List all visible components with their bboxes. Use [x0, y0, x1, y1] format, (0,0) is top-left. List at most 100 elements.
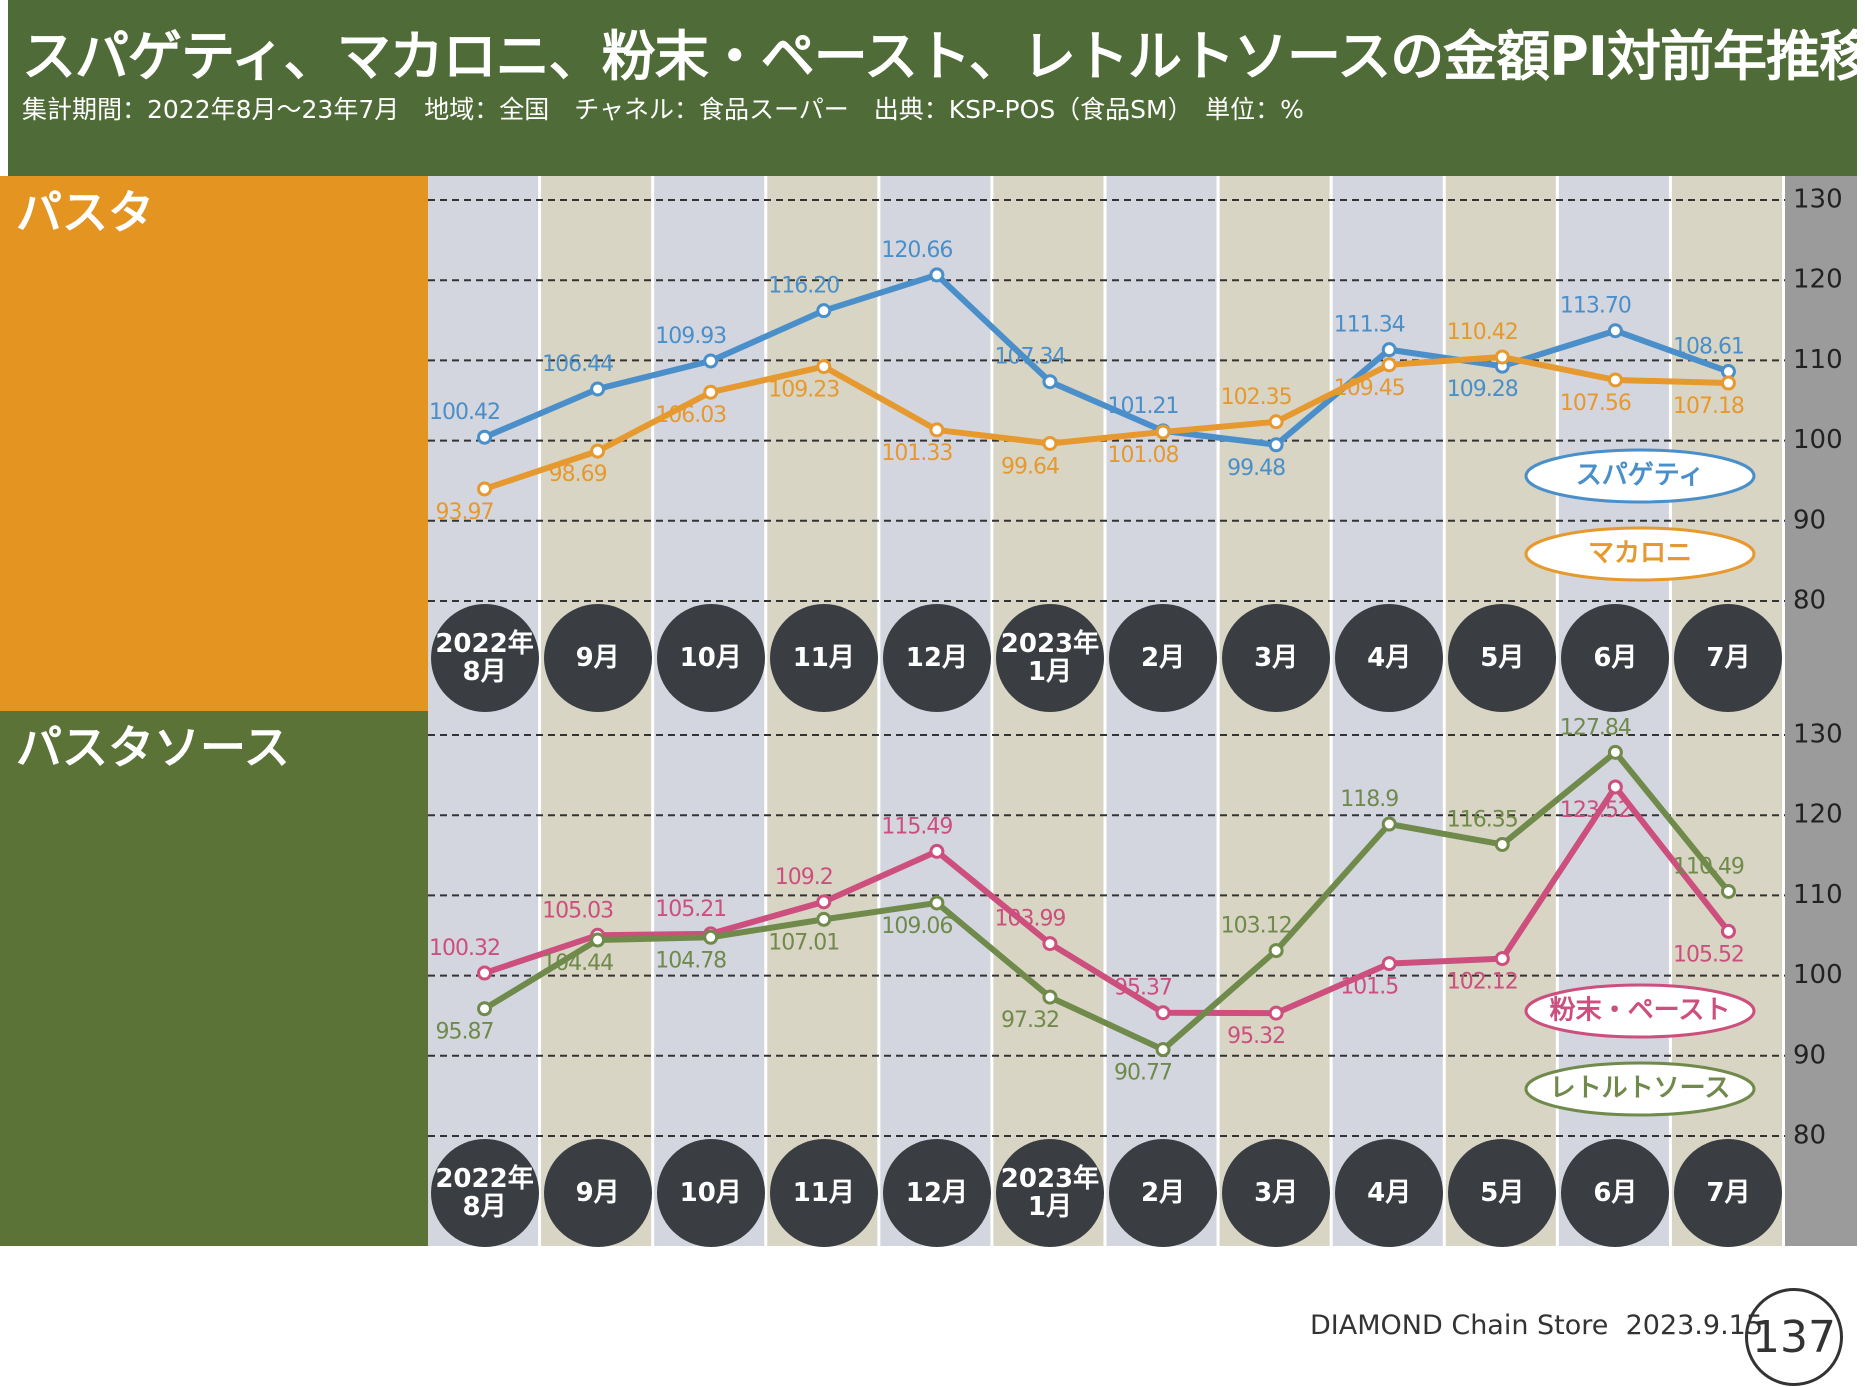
legend-label: スパゲティ [1576, 461, 1704, 491]
data-label: 109.45 [1334, 376, 1405, 401]
data-point [1720, 923, 1736, 939]
footer: DIAMOND Chain Store 2023.9.15 [1310, 1310, 1763, 1341]
y-tick-label: 110 [1793, 345, 1843, 375]
data-point [816, 303, 832, 319]
legend-label: レトルトソース [1550, 1074, 1731, 1104]
data-label: 101.08 [1108, 443, 1179, 468]
data-label: 90.77 [1114, 1061, 1172, 1086]
data-point [590, 381, 606, 397]
x-tick-label: 2022年 8月 [430, 1139, 539, 1247]
data-label: 111.34 [1334, 313, 1405, 338]
data-label: 105.03 [542, 898, 613, 923]
x-tick-label: 2022年 8月 [430, 604, 539, 712]
data-label: 113.70 [1560, 294, 1631, 319]
data-point [1494, 836, 1510, 852]
data-label: 116.35 [1447, 807, 1518, 832]
x-tick-label: 2月 [1109, 604, 1218, 712]
page-subtitle: 集計期間：2022年8月～23年7月 地域：全国 チャネル：食品スーパー 出典：… [22, 95, 1304, 124]
data-label: 110.42 [1447, 320, 1518, 345]
x-tick-label: 12月 [882, 1139, 991, 1247]
data-label: 101.21 [1108, 394, 1179, 419]
data-label: 110.49 [1673, 854, 1744, 879]
data-label: 102.12 [1447, 970, 1518, 995]
data-point [816, 359, 832, 375]
x-tick-label: 2月 [1109, 1139, 1218, 1247]
data-label: 101.5 [1340, 975, 1398, 1000]
x-tick-label: 4月 [1335, 1139, 1444, 1247]
page-number: 137 [1745, 1288, 1843, 1386]
y-tick-label: 110 [1793, 880, 1843, 910]
data-point [1720, 375, 1736, 391]
y-tick-label: 80 [1793, 1121, 1826, 1151]
data-point [816, 911, 832, 927]
section-title: パスタソース [16, 721, 290, 775]
x-tick-label: 7月 [1674, 1139, 1783, 1247]
data-label: 118.9 [1340, 787, 1398, 812]
data-label: 115.49 [881, 814, 952, 839]
header: スパゲティ、マカロニ、粉末・ペースト、レトルトソースの金額PI対前年推移 集計期… [8, 0, 1865, 176]
data-point [1494, 951, 1510, 967]
data-point [1155, 424, 1171, 440]
x-tick-label: 11月 [769, 1139, 878, 1247]
data-point [1268, 414, 1284, 430]
data-point [1042, 936, 1058, 952]
data-label: 109.93 [655, 324, 726, 349]
data-point [1607, 323, 1623, 339]
data-label: 95.87 [436, 1020, 494, 1045]
data-label: 100.42 [429, 400, 500, 425]
legend-frame [1524, 1061, 1756, 1117]
data-point [1268, 437, 1284, 453]
data-point [1494, 349, 1510, 365]
axis-strip [1785, 711, 1857, 1246]
x-tick-label: 3月 [1222, 604, 1331, 712]
data-point [1607, 372, 1623, 388]
series-line [483, 783, 1731, 1017]
x-tick-label: 3月 [1222, 1139, 1331, 1247]
data-label: 127.84 [1560, 715, 1631, 740]
data-point [1607, 779, 1623, 795]
y-tick-label: 100 [1793, 960, 1843, 990]
x-tick-label: 2023年 1月 [995, 1139, 1104, 1247]
y-tick-label: 100 [1793, 425, 1843, 455]
data-point [1381, 342, 1397, 358]
data-point [1381, 816, 1397, 832]
y-tick-label: 130 [1793, 185, 1843, 215]
data-label: 101.33 [881, 441, 952, 466]
data-label: 109.2 [775, 865, 833, 890]
x-tick-label: 12月 [882, 604, 991, 712]
data-point [703, 384, 719, 400]
data-point [929, 843, 945, 859]
data-label: 120.66 [881, 238, 952, 263]
data-label: 104.44 [542, 951, 613, 976]
data-label: 95.32 [1227, 1024, 1285, 1049]
x-tick-label: 9月 [543, 604, 652, 712]
data-point [1042, 989, 1058, 1005]
data-label: 98.69 [549, 462, 607, 487]
data-label: 103.12 [1221, 914, 1292, 939]
legend-label: マカロニ [1588, 539, 1692, 569]
x-tick-label: 5月 [1448, 1139, 1557, 1247]
series-line [483, 354, 1729, 492]
data-label: 95.37 [1114, 976, 1172, 1001]
data-label: 99.64 [1001, 454, 1059, 479]
section-panel [0, 176, 428, 711]
axis-strip [1785, 176, 1857, 711]
data-point [477, 1001, 493, 1017]
issue-date: 2023.9.15 [1625, 1310, 1764, 1341]
data-label: 107.34 [994, 345, 1065, 370]
data-label: 106.44 [542, 352, 613, 377]
data-label: 106.03 [655, 403, 726, 428]
data-point [1268, 943, 1284, 959]
y-tick-label: 120 [1793, 265, 1843, 295]
y-tick-label: 90 [1793, 505, 1826, 535]
data-point [1381, 357, 1397, 373]
page-title: スパゲティ、マカロニ、粉末・ペースト、レトルトソースの金額PI対前年推移 [22, 25, 1865, 88]
data-point [1155, 1042, 1171, 1058]
data-point [1607, 744, 1623, 760]
data-point [929, 422, 945, 438]
data-point [1155, 1005, 1171, 1021]
y-tick-label: 90 [1793, 1040, 1826, 1070]
legend-frame [1524, 448, 1756, 504]
data-label: 107.56 [1560, 391, 1631, 416]
y-tick-label: 130 [1793, 720, 1843, 750]
